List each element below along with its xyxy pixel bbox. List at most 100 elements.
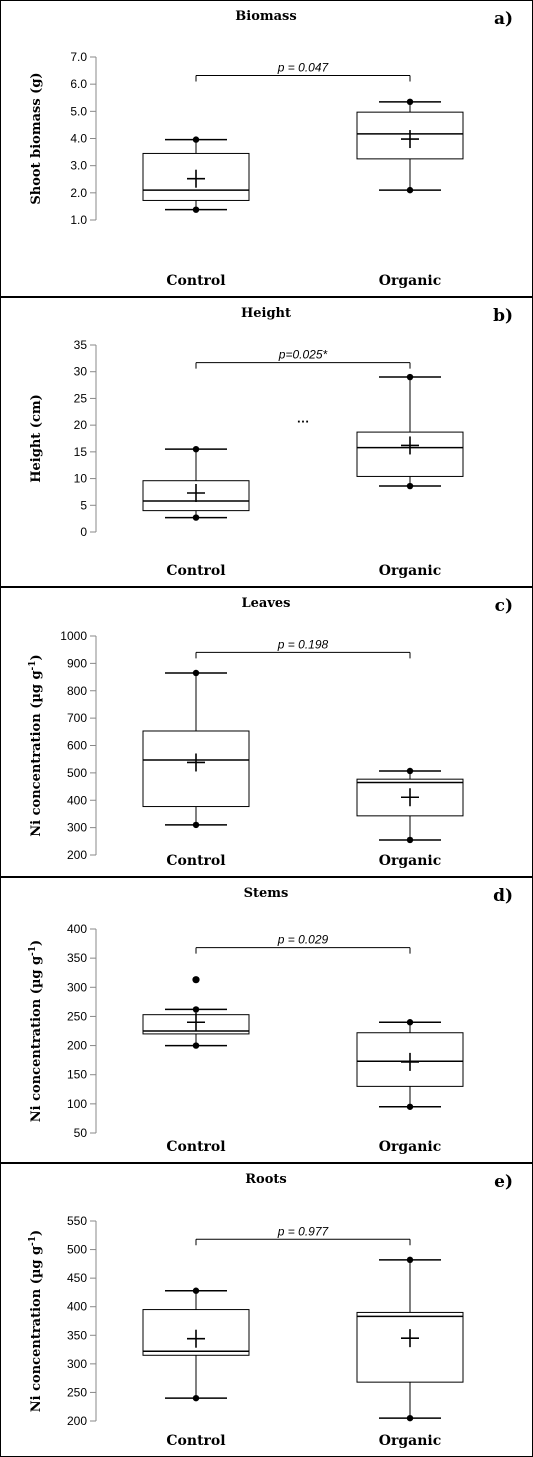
min-point [406,186,414,194]
y-axis-label-main: Height (cm) [29,394,44,483]
chart-title: Biomass [235,9,296,24]
y-axis-label: Ni concentration (µg g-1) [28,1230,44,1412]
y-tick-label: 350 [67,951,87,965]
y-tick-label: 30 [74,365,88,379]
panel-letter: b) [493,306,513,326]
y-axis-label-superscript: -1 [28,946,38,956]
panel-stems: Stems d) 50 100 150 200 250 300 350 400 Ni concent… [0,877,533,1163]
y-tick-label: 900 [67,656,87,670]
significance-bracket: p=0.025* [195,348,411,369]
box-control [142,669,250,829]
box-control [142,445,250,521]
chart-title: Height [241,306,291,321]
p-value-label: p = 0.977 [277,1224,330,1238]
panel-letter: e) [494,1172,513,1192]
significance-bracket: p = 0.977 [195,1224,411,1246]
chart-title: Roots [245,1172,286,1187]
min-point [192,821,200,829]
y-axis-label: Shoot biomass (g) [29,72,44,204]
y-axis-label-main: Ni concentration (µg g [29,670,44,836]
chart-svg: Height b) 0 5 10 15 20 25 30 35 Height (cm) Control… [0,297,533,587]
y-axis-label: Ni concentration (µg g-1) [28,654,44,836]
max-point [192,1006,200,1013]
min-point [192,1042,200,1049]
panel-roots: Roots e) 200 250 300 350 400 450 500 550 Ni concen… [0,1163,533,1457]
panel-leaves: Leaves c) 200 300 400 500 600 700 800 900 1000 Ni c… [0,587,533,877]
max-point [192,669,200,677]
y-tick-label: 500 [67,1243,87,1257]
box-iqr [356,1311,464,1383]
significance-bracket: p = 0.029 [195,933,411,954]
max-point [406,98,414,106]
y-tick-label: 5.0 [70,104,87,118]
y-tick-label: 300 [67,980,87,994]
max-point [406,1256,414,1264]
box-control [142,1287,250,1402]
y-tick-label: 2.0 [70,186,87,200]
x-category-label: Control [166,1139,225,1155]
y-tick-label: 10 [74,472,88,486]
y-tick-label: 200 [67,848,87,862]
y-tick-label: 600 [67,739,87,753]
y-tick-label: 1.0 [70,213,87,227]
p-value-label: p = 0.047 [277,60,330,74]
y-tick-label: 300 [67,1357,87,1371]
min-point [406,1103,414,1110]
y-tick-label: 350 [67,1328,87,1342]
y-tick-label: 7.0 [70,50,87,64]
panel-letter: a) [494,9,513,29]
y-tick-label: 500 [67,766,87,780]
chart-svg: Leaves c) 200 300 400 500 600 700 800 900 1000 Ni c… [0,587,533,877]
y-tick-label: 400 [67,793,87,807]
panel-letter: d) [493,886,513,906]
chart-title: Stems [244,886,289,901]
min-point [406,836,414,844]
max-point [406,373,414,381]
box-organic [356,373,464,490]
box-organic [356,1256,464,1422]
x-category-label: Organic [379,853,441,869]
box-organic [356,767,464,844]
y-tick-label: 1000 [60,629,87,643]
y-tick-label: 250 [67,1385,87,1399]
y-tick-label: 450 [67,1271,87,1285]
min-point [192,514,200,521]
y-axis-label-main: Shoot biomass (g) [29,72,44,204]
y-axis-label: Ni concentration (µg g-1) [28,940,44,1122]
x-category-label: Organic [379,1433,441,1449]
x-category-label: Organic [379,1139,441,1155]
max-point [192,1287,200,1294]
y-tick-label: 3.0 [70,159,87,173]
box-control [142,976,250,1049]
y-axis-label-end: ) [29,654,44,660]
y-tick-label: 50 [74,1126,88,1140]
ellipsis-text: … [297,410,310,425]
chart-title: Leaves [242,596,291,611]
chart-svg: Biomass a) 1.0 2.0 3.0 4.0 5.0 6.0 7.0 Shoot biom… [0,0,533,297]
panel-biomass: Biomass a) 1.0 2.0 3.0 4.0 5.0 6.0 7.0 Shoot biom… [0,0,533,297]
y-tick-label: 6.0 [70,77,87,91]
y-tick-label: 200 [67,1414,87,1428]
significance-bracket: p = 0.047 [195,60,411,82]
panel-letter: c) [495,596,513,616]
y-tick-label: 25 [74,391,88,405]
y-axis-label: Height (cm) [29,394,44,483]
max-point [406,1019,414,1026]
x-category-label: Control [166,853,225,869]
chart-svg: Stems d) 50 100 150 200 250 300 350 400 Ni concent… [0,877,533,1163]
y-tick-label: 700 [67,711,87,725]
y-tick-label: 200 [67,1039,87,1053]
box-organic [356,98,464,194]
y-tick-label: 4.0 [70,132,87,146]
min-point [406,482,414,490]
box-control [142,136,250,213]
y-axis-label-superscript: -1 [28,660,38,670]
y-tick-label: 300 [67,821,87,835]
max-point [192,445,200,453]
x-category-label: Organic [379,273,441,289]
y-tick-label: 150 [67,1068,87,1082]
x-category-label: Control [166,1433,225,1449]
y-axis-label-end: ) [29,940,44,946]
max-point [192,136,200,143]
y-tick-label: 35 [74,338,88,352]
